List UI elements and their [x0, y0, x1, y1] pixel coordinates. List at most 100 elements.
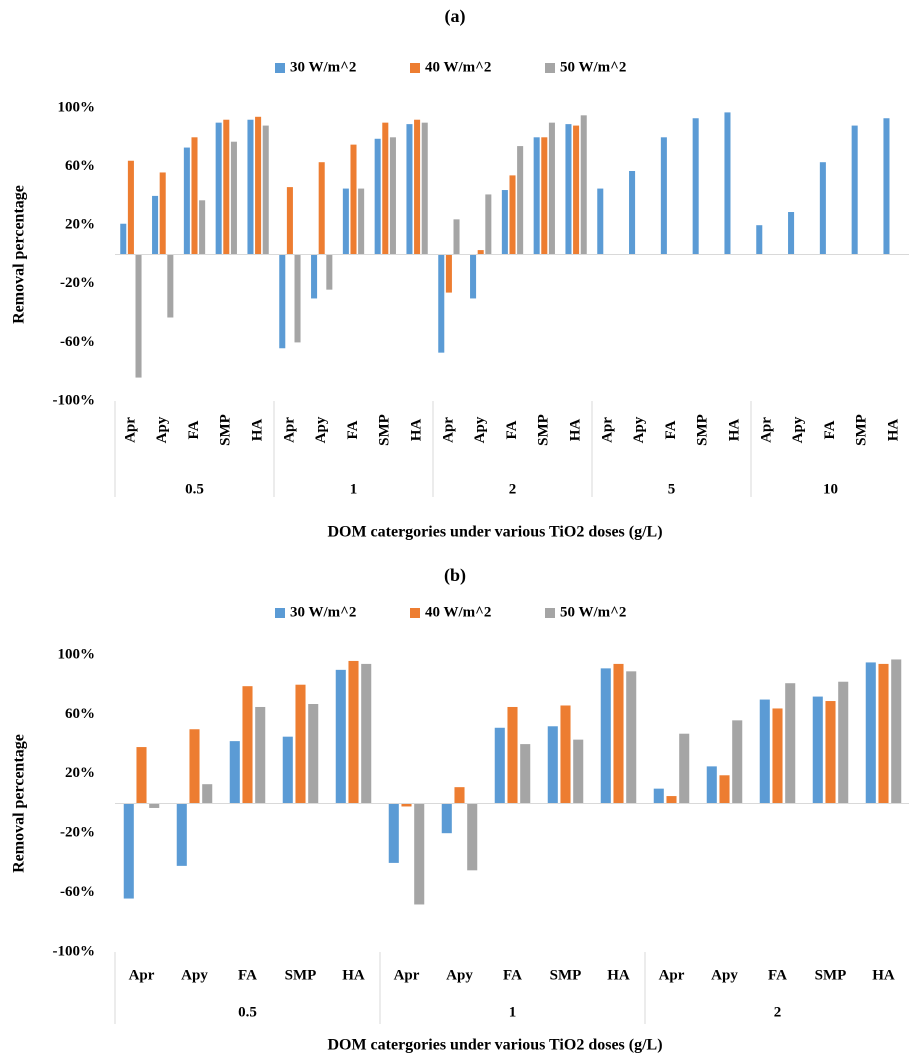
y-tick-label: 100%: [58, 99, 96, 115]
x-tick-label: Apy: [154, 416, 170, 443]
bar: [389, 137, 396, 255]
bar: [191, 137, 198, 255]
y-tick-label: -60%: [60, 334, 95, 350]
group-label: 1: [350, 481, 358, 497]
x-tick-label: SMP: [695, 414, 711, 446]
x-tick-label: SMP: [536, 414, 552, 446]
y-tick-label: -60%: [60, 884, 95, 900]
bar: [891, 659, 902, 804]
x-tick-label: SMP: [815, 967, 847, 983]
x-tick-label: FA: [822, 420, 838, 439]
bar: [467, 803, 478, 871]
bar: [149, 803, 160, 808]
x-tick-label: HA: [872, 967, 895, 983]
x-tick-label: Apy: [313, 416, 329, 443]
x-tick-label: HA: [607, 967, 630, 983]
bar: [189, 729, 200, 804]
bar: [167, 254, 174, 318]
y-tick-label: -100%: [53, 392, 96, 408]
x-tick-label: Apr: [758, 417, 774, 443]
bar: [666, 796, 677, 804]
bar: [230, 141, 237, 255]
bar: [759, 699, 770, 804]
y-tick-label: -20%: [60, 275, 95, 291]
bar: [573, 125, 580, 255]
x-tick-label: Apr: [659, 967, 685, 983]
x-tick-label: FA: [345, 420, 361, 439]
bar: [533, 137, 540, 255]
y-tick-label: 20%: [65, 765, 95, 781]
bar: [183, 147, 190, 255]
bar: [756, 225, 763, 255]
x-tick-label: SMP: [377, 414, 393, 446]
bar: [732, 720, 743, 804]
x-tick-label: Apr: [122, 417, 138, 443]
legend-label: 30 W/m^2: [290, 604, 356, 620]
chart-title: (a): [445, 6, 466, 27]
bar: [176, 803, 187, 866]
y-tick-label: 100%: [58, 646, 96, 662]
legend-swatch: [545, 63, 555, 73]
bar: [199, 200, 206, 255]
x-tick-label: FA: [504, 420, 520, 439]
bar: [788, 212, 795, 255]
legend-swatch: [275, 63, 285, 73]
bar: [255, 116, 262, 255]
bar: [547, 726, 558, 804]
bar: [838, 681, 849, 804]
bar: [229, 741, 240, 804]
x-tick-label: Apr: [440, 417, 456, 443]
y-tick-label: -100%: [53, 943, 96, 959]
legend-swatch: [545, 608, 555, 618]
group-label: 10: [823, 481, 838, 497]
bar: [470, 254, 477, 299]
bar: [520, 744, 531, 804]
x-tick-label: Apy: [711, 967, 738, 983]
x-tick-label: Apy: [631, 416, 647, 443]
bar: [282, 736, 293, 804]
bar: [600, 668, 611, 804]
bar: [706, 766, 717, 804]
bar: [453, 219, 460, 255]
bar: [580, 115, 587, 255]
x-tick-label: HA: [886, 419, 902, 442]
bar: [279, 254, 286, 349]
x-tick-label: HA: [727, 419, 743, 442]
x-tick-label: FA: [663, 420, 679, 439]
legend-label: 30 W/m^2: [290, 59, 356, 75]
bar: [560, 705, 571, 804]
x-tick-label: SMP: [550, 967, 582, 983]
bar: [308, 704, 319, 804]
bar: [318, 162, 325, 255]
bar: [159, 172, 166, 255]
x-tick-label: FA: [186, 420, 202, 439]
bar: [294, 254, 301, 343]
bar: [382, 122, 389, 255]
bar: [242, 686, 253, 804]
bar: [388, 803, 399, 863]
bar: [719, 775, 730, 804]
bar: [565, 124, 572, 255]
bar: [421, 122, 428, 255]
bar: [653, 788, 664, 804]
legend-label: 40 W/m^2: [425, 59, 491, 75]
bar: [286, 187, 293, 255]
y-tick-label: 60%: [65, 706, 95, 722]
x-axis-title: DOM catergories under various TiO2 doses…: [327, 524, 662, 541]
bar: [127, 160, 134, 255]
bar: [202, 784, 213, 804]
bar: [414, 803, 425, 905]
x-tick-label: HA: [342, 967, 365, 983]
bar: [445, 254, 452, 293]
x-tick-label: Apr: [599, 417, 615, 443]
bar: [223, 119, 230, 255]
bar: [485, 194, 492, 255]
bar: [724, 112, 731, 255]
legend-swatch: [275, 608, 285, 618]
bar: [348, 660, 359, 804]
y-tick-label: 20%: [65, 217, 95, 233]
bar: [358, 188, 365, 255]
x-tick-label: Apr: [394, 967, 420, 983]
legend-label: 50 W/m^2: [560, 604, 626, 620]
